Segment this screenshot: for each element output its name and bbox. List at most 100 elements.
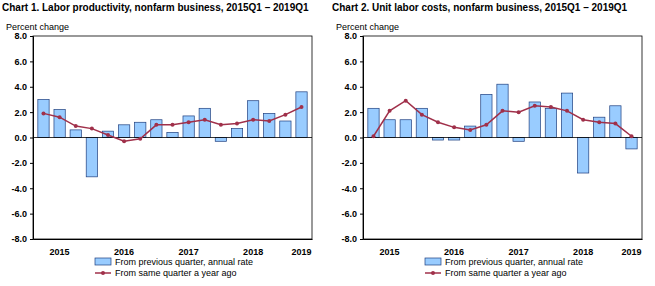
chart-panel: Chart 1. Labor productivity, nonfarm bus… bbox=[2, 2, 313, 278]
x-tick: 2017 bbox=[509, 247, 529, 257]
x-tick: 2016 bbox=[444, 247, 464, 257]
bar bbox=[513, 138, 524, 142]
legend-item: From previous quarter, annual rate bbox=[425, 257, 583, 267]
plot-frame bbox=[363, 36, 642, 239]
line-marker bbox=[74, 124, 78, 128]
bar bbox=[183, 116, 194, 138]
x-tick: 2015 bbox=[380, 247, 400, 257]
x-tick: 2018 bbox=[243, 247, 263, 257]
y-tick-label: 2.0 bbox=[14, 108, 27, 118]
bar bbox=[561, 93, 572, 137]
line-marker bbox=[613, 122, 617, 126]
line-marker bbox=[549, 105, 553, 109]
plot-area bbox=[38, 92, 307, 177]
legend-label: From previous quarter, annual rate bbox=[445, 257, 583, 267]
line-marker bbox=[58, 115, 62, 119]
y-tick-mark bbox=[360, 61, 363, 62]
y-tick-mark bbox=[30, 239, 33, 240]
bar bbox=[416, 108, 427, 137]
legend-label: From same quarter a year ago bbox=[445, 268, 567, 278]
y-tick-label: 8.0 bbox=[14, 31, 27, 41]
y-tick-label: -2.0 bbox=[341, 158, 357, 168]
y-axis-line bbox=[30, 37, 34, 240]
x-tick: 2019 bbox=[292, 247, 312, 257]
x-axis: 2015 2016 2017 2018 2019 bbox=[34, 240, 313, 258]
x-tick: 2018 bbox=[573, 247, 593, 257]
x-tick-label: 2016 bbox=[444, 247, 464, 257]
x-tick-label: 2018 bbox=[573, 247, 593, 257]
bar bbox=[167, 132, 178, 137]
y-tick-mark bbox=[360, 163, 363, 164]
bar bbox=[54, 110, 65, 138]
bar bbox=[465, 126, 476, 137]
line-marker bbox=[187, 120, 191, 124]
legend-item: From same quarter a year ago bbox=[425, 268, 567, 278]
bar bbox=[231, 129, 242, 138]
y-tick-label: 4.0 bbox=[14, 82, 27, 92]
y-tick-label: -8.0 bbox=[341, 234, 357, 244]
bar bbox=[280, 121, 291, 137]
x-tick-label: 2019 bbox=[292, 247, 312, 257]
plot-area bbox=[368, 84, 637, 173]
line-marker bbox=[501, 109, 505, 113]
x-axis-line bbox=[34, 239, 313, 240]
y-tick-label: 2.0 bbox=[344, 108, 357, 118]
line-marker bbox=[251, 118, 255, 122]
plot-area-lines bbox=[371, 99, 633, 139]
y-tick: 6.0 bbox=[344, 57, 363, 67]
y-tick: -6.0 bbox=[341, 209, 363, 219]
bar-series bbox=[368, 84, 637, 173]
line-marker bbox=[203, 118, 207, 122]
legend-swatch bbox=[95, 258, 111, 265]
bar bbox=[610, 106, 621, 138]
y-tick-mark bbox=[360, 239, 363, 240]
y-tick: 0.0 bbox=[14, 133, 33, 143]
y-tick: 4.0 bbox=[14, 82, 33, 92]
line-marker bbox=[388, 109, 392, 113]
line-marker bbox=[106, 133, 110, 137]
x-tick-label: 2017 bbox=[509, 247, 529, 257]
x-tick-label: 2018 bbox=[243, 247, 263, 257]
x-tick-label: 2016 bbox=[114, 247, 134, 257]
bar bbox=[577, 138, 588, 174]
line-marker bbox=[581, 118, 585, 122]
bar bbox=[296, 92, 307, 138]
legend-marker bbox=[101, 271, 105, 275]
line-marker bbox=[420, 113, 424, 117]
y-tick-label: -8.0 bbox=[11, 234, 27, 244]
y-tick: 0.0 bbox=[344, 133, 363, 143]
legend: From previous quarter, annual rateFrom s… bbox=[95, 257, 253, 278]
bar bbox=[86, 138, 97, 177]
x-tick-label: 2015 bbox=[50, 247, 70, 257]
y-axis: -8.0-6.0-4.0-2.00.02.04.06.08.0 bbox=[341, 31, 363, 244]
bar bbox=[264, 113, 275, 137]
line-marker bbox=[171, 123, 175, 127]
y-tick-label: 6.0 bbox=[14, 57, 27, 67]
line-marker bbox=[138, 137, 142, 141]
line-marker bbox=[267, 119, 271, 123]
legend-swatch bbox=[425, 258, 441, 265]
y-tick-label: 0.0 bbox=[344, 133, 357, 143]
bar bbox=[545, 108, 556, 137]
bar bbox=[384, 120, 395, 138]
legend-label: From previous quarter, annual rate bbox=[115, 257, 253, 267]
chart-title: Chart 1. Labor productivity, nonfarm bus… bbox=[2, 2, 309, 13]
bar bbox=[481, 94, 492, 137]
legend-item: From previous quarter, annual rate bbox=[95, 257, 253, 267]
line-marker bbox=[283, 113, 287, 117]
x-tick: 2017 bbox=[179, 247, 199, 257]
y-tick-mark bbox=[360, 87, 363, 88]
y-tick: -4.0 bbox=[11, 184, 33, 194]
line-marker bbox=[597, 120, 601, 124]
bar bbox=[118, 125, 129, 138]
y-tick-mark bbox=[30, 36, 33, 37]
line-marker bbox=[235, 122, 239, 126]
plot-area-lines bbox=[41, 105, 303, 143]
y-tick-mark bbox=[30, 188, 33, 189]
line-marker bbox=[484, 123, 488, 127]
y-tick-mark bbox=[30, 138, 33, 139]
legend-marker bbox=[431, 271, 435, 275]
line-marker bbox=[300, 105, 304, 109]
legend-label: From same quarter a year ago bbox=[115, 268, 237, 278]
line-marker bbox=[533, 104, 537, 108]
